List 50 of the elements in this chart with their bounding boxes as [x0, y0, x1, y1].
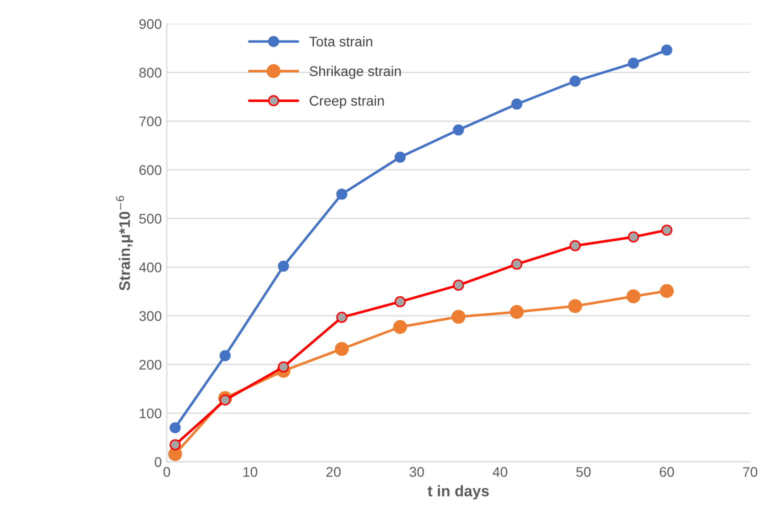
point: [452, 310, 466, 324]
point: [661, 224, 672, 236]
y-tick-label: 800: [139, 68, 162, 78]
point: [452, 280, 464, 291]
y-tick-label: 900: [139, 19, 162, 29]
x-axis-title: t in days: [428, 485, 489, 500]
point: [170, 439, 181, 450]
x-tick-label: 70: [743, 467, 758, 477]
point: [628, 58, 640, 69]
y-tick-label: 200: [139, 360, 162, 370]
point: [511, 258, 522, 270]
point: [452, 124, 464, 136]
point: [510, 304, 524, 319]
point: [628, 231, 640, 243]
point: [334, 342, 349, 356]
point: [394, 296, 406, 308]
x-tick-label: 60: [660, 467, 674, 477]
point: [660, 284, 674, 298]
point: [570, 240, 581, 252]
x-tick-label: 0: [163, 467, 170, 477]
x-tick-label: 40: [492, 467, 508, 477]
legend-label: Tota strain: [309, 36, 372, 47]
point: [393, 320, 408, 334]
x-tick-label: 20: [326, 467, 341, 477]
point: [336, 188, 348, 200]
y-axis-title: Strain,μ*10$^{−6}$: [116, 196, 133, 290]
point: [661, 44, 672, 56]
y-tick-label: 300: [139, 311, 162, 321]
point: [568, 299, 582, 314]
point: [626, 289, 640, 304]
y-tick-label: 400: [139, 262, 162, 272]
point: [394, 152, 406, 163]
y-tick-label: 500: [139, 214, 162, 224]
x-tick-label: 30: [410, 467, 424, 477]
point: [570, 76, 581, 87]
point: [278, 361, 289, 372]
point: [278, 260, 289, 272]
x-tick-label: 50: [576, 467, 591, 477]
y-tick-label: 700: [139, 116, 162, 126]
point: [511, 98, 522, 110]
x-tick-label: 10: [243, 467, 258, 477]
y-tick-label: 0: [154, 457, 162, 467]
legend-label: Shrikage strain: [310, 66, 401, 79]
point: [220, 350, 231, 362]
y-tick-label: 600: [139, 165, 162, 175]
point: [170, 422, 181, 434]
point: [336, 312, 348, 323]
point: [220, 394, 231, 406]
legend-label: Creep strain: [310, 96, 384, 108]
y-tick-label: 100: [140, 408, 162, 418]
